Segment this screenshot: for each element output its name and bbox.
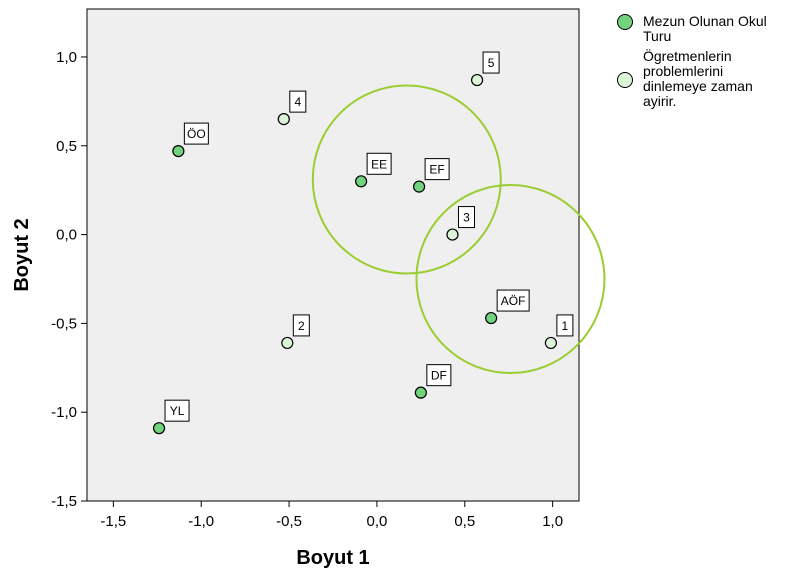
data-point [281, 336, 294, 350]
legend-item-okul-turu: Mezun Olunan Okul Turu [615, 14, 805, 44]
point-label-box [164, 399, 190, 422]
point-label-text: 2 [298, 319, 305, 333]
data-points: ÖO EE EF AÖF DF YL 1 2 3 4 5 [152, 51, 574, 435]
data-point [413, 180, 426, 193]
point-label-text: 1 [562, 319, 569, 333]
point-label-box [426, 364, 452, 387]
legend-label-line: dinlemeye zaman [643, 78, 753, 94]
annotation-circles [311, 84, 606, 374]
data-point [277, 113, 290, 126]
x-tick-label: 1,0 [542, 513, 563, 530]
data-point [470, 73, 484, 87]
point-label: 4 [289, 90, 307, 113]
point-label: ÖO [183, 122, 209, 145]
point-label-text: DF [431, 369, 447, 383]
point-label-text: EF [429, 163, 444, 177]
point-label: EE [366, 152, 392, 175]
point-label-box [289, 90, 307, 113]
legend-label-line: Mezun Olunan Okul [643, 13, 767, 29]
point-label-box [292, 314, 310, 337]
point-label: AÖF [496, 289, 530, 312]
legend-swatch-icon [617, 72, 633, 88]
point-label: DF [426, 364, 452, 387]
point-label-text: AÖF [501, 294, 526, 308]
data-point [172, 144, 185, 158]
y-tick-label: 0,0 [56, 227, 77, 244]
point-label: 5 [482, 51, 500, 74]
data-point [414, 386, 427, 399]
x-tick-label: 0,0 [366, 513, 387, 530]
y-tick-label: 1,0 [56, 49, 77, 66]
point-label-box [366, 152, 392, 175]
point-label-box [457, 206, 475, 229]
legend-label-line: Turu [643, 28, 672, 44]
point-label-box [556, 314, 574, 337]
legend-swatch-icon [617, 14, 633, 30]
point-label-text: 4 [294, 95, 301, 109]
data-point [544, 336, 557, 350]
point-label-text: EE [371, 157, 387, 171]
point-label-text: 5 [488, 56, 495, 70]
y-axis-title: Boyut 2 [11, 218, 33, 291]
x-axis: -1,5 -1,0 -0,5 0,0 0,5 1,0 [100, 501, 563, 530]
legend-label-line: Ögretmenlerin [643, 48, 732, 64]
x-tick-label: 0,5 [454, 513, 475, 530]
legend-label-line: ayirir. [643, 93, 677, 109]
data-point [446, 228, 459, 241]
point-label-text: YL [170, 404, 185, 418]
point-label: YL [164, 399, 190, 422]
data-point [355, 175, 368, 188]
point-label: 1 [556, 314, 574, 337]
y-axis: -1,5 -1,0 -0,5 0,0 0,5 1,0 [51, 49, 87, 510]
point-label: EF [424, 158, 450, 181]
x-tick-label: -1,5 [100, 513, 126, 530]
y-tick-label: 0,5 [56, 138, 77, 155]
data-point [152, 422, 166, 435]
y-tick-label: -0,5 [51, 315, 77, 332]
x-tick-label: -0,5 [276, 513, 302, 530]
x-axis-title: Boyut 1 [296, 547, 369, 569]
point-label-box [183, 122, 209, 145]
point-label: 3 [457, 206, 475, 229]
annotation-circle [415, 183, 606, 374]
point-label-box [496, 289, 530, 312]
point-label-box [482, 51, 500, 74]
point-label-box [424, 158, 450, 181]
legend: Mezun Olunan Okul Turu Ögretmenlerin pro… [615, 14, 805, 114]
point-label-text: ÖO [187, 127, 206, 141]
data-point [485, 311, 498, 325]
point-label-text: 3 [463, 211, 470, 225]
x-tick-label: -1,0 [188, 513, 214, 530]
point-label: 2 [292, 314, 310, 337]
y-tick-label: -1,0 [51, 404, 77, 421]
legend-label-line: problemlerini [643, 63, 724, 79]
y-tick-label: -1,5 [51, 493, 77, 510]
legend-item-ogretmenlerin: Ögretmenlerin problemlerini dinlemeye za… [615, 49, 805, 109]
annotation-circle [311, 84, 502, 275]
